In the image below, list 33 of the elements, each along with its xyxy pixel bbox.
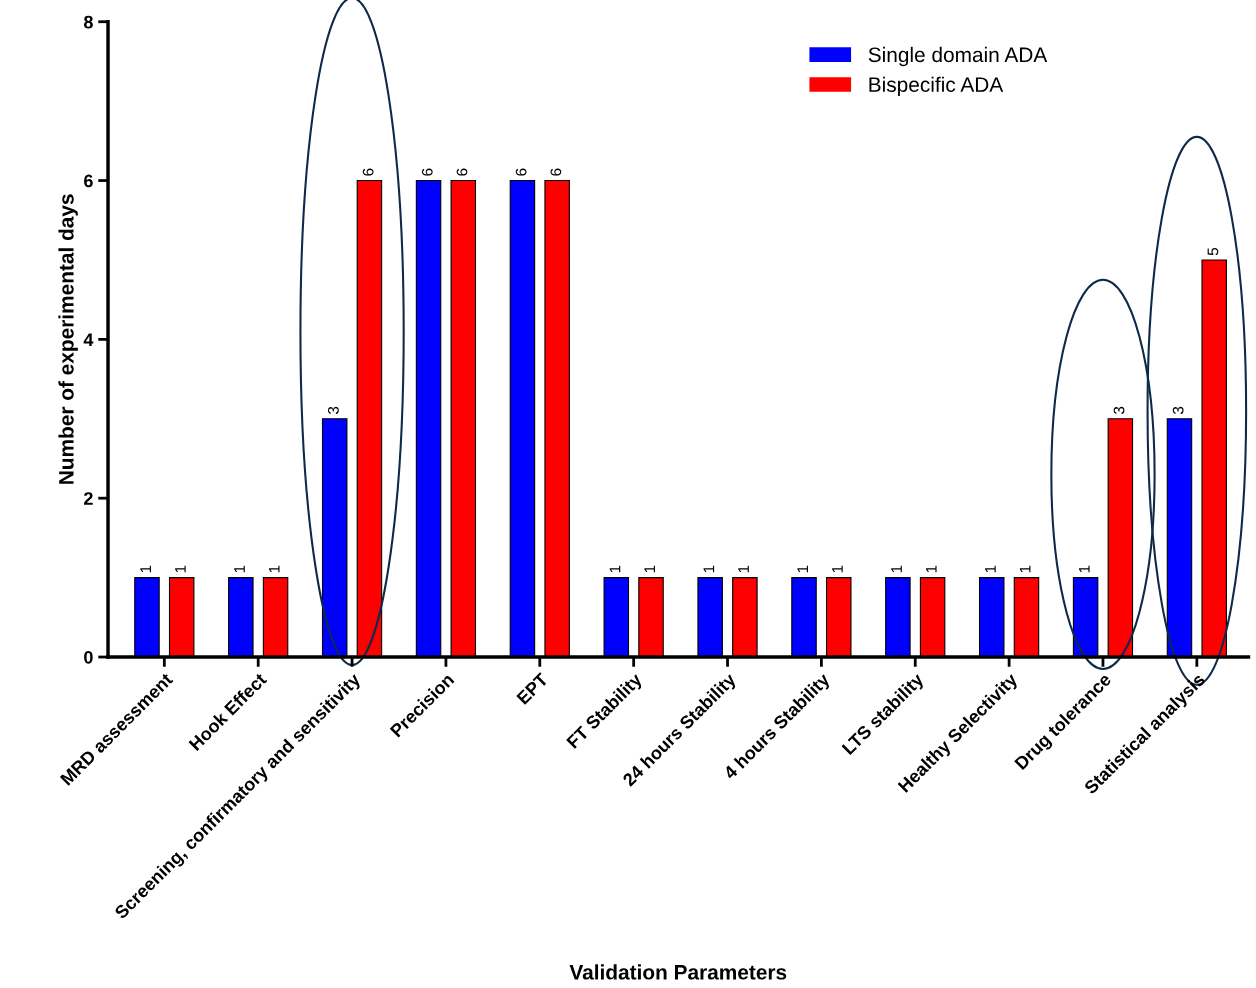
data-label: 1 bbox=[609, 565, 621, 573]
legend-label: Single domain ADA bbox=[868, 46, 1048, 67]
data-label: 6 bbox=[362, 168, 374, 176]
data-label: 1 bbox=[703, 565, 715, 573]
data-label: 1 bbox=[140, 565, 151, 573]
legend-label: Bispecific ADA bbox=[869, 76, 1004, 97]
y-tick-label: 0 bbox=[84, 650, 93, 664]
data-label: 3 bbox=[1113, 406, 1125, 415]
data-label: 1 bbox=[891, 565, 902, 573]
data-label: 1 bbox=[175, 565, 186, 573]
data-label: 3 bbox=[1172, 406, 1184, 415]
data-label: 1 bbox=[926, 565, 937, 573]
data-label: 1 bbox=[1019, 565, 1031, 573]
data-label: 1 bbox=[644, 565, 655, 573]
data-label: 1 bbox=[234, 565, 245, 573]
data-label: 1 bbox=[797, 565, 808, 573]
data-label: 1 bbox=[985, 565, 996, 573]
data-label: 1 bbox=[738, 565, 749, 573]
data-label: 5 bbox=[1207, 247, 1219, 256]
data-label: 6 bbox=[421, 168, 433, 176]
data-label: 3 bbox=[327, 406, 339, 415]
data-label: 6 bbox=[550, 168, 562, 176]
data-label: 6 bbox=[515, 168, 527, 176]
y-tick-label: 8 bbox=[83, 15, 93, 29]
y-axis-title: Number of experimental days bbox=[58, 194, 78, 484]
x-axis-title: Validation Parameters bbox=[569, 964, 787, 980]
y-tick-label: 4 bbox=[83, 333, 94, 346]
data-label: 1 bbox=[832, 565, 843, 573]
data-label: 6 bbox=[456, 168, 468, 176]
y-tick-label: 2 bbox=[84, 492, 93, 505]
y-tick-label: 6 bbox=[84, 174, 93, 188]
data-label: 1 bbox=[269, 565, 280, 573]
data-label: 1 bbox=[1079, 565, 1090, 573]
